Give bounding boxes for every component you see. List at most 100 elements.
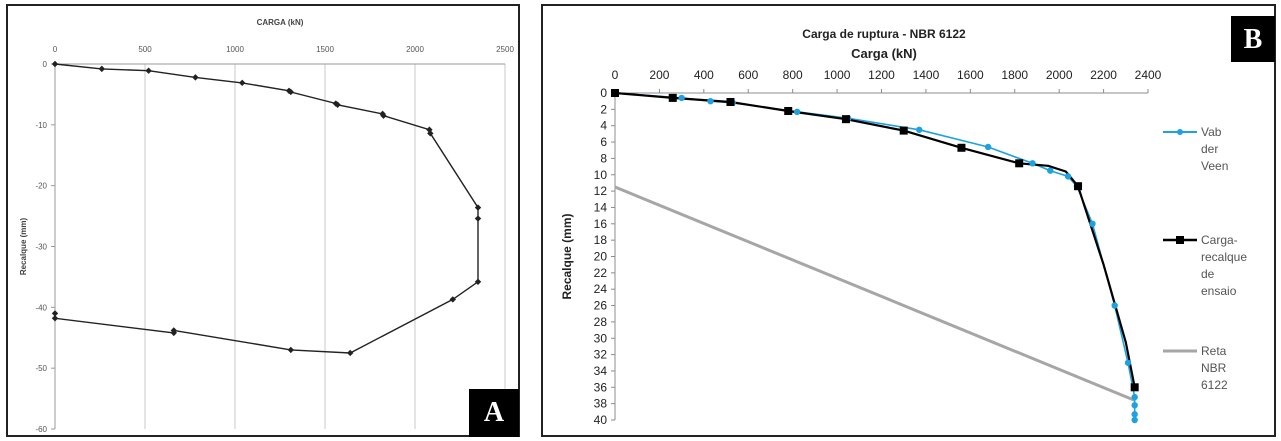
data-point (51, 310, 59, 317)
y-tick-label: 8 (600, 151, 607, 165)
y-axis-title: Recalque (mm) (19, 217, 28, 275)
chart-b-svg: Carga de ruptura - NBR 6122 Carga (kN) Rec… (560, 27, 1162, 427)
data-point (1131, 411, 1138, 418)
series-line (614, 185, 1136, 402)
data-point (1089, 220, 1096, 227)
data-point (1131, 402, 1138, 409)
data-point (192, 74, 199, 81)
y-tick-label: 30 (594, 331, 608, 345)
data-point (380, 112, 387, 119)
data-point (98, 65, 105, 73)
x-tick-label: 2400 (1135, 68, 1162, 82)
data-point (334, 101, 341, 108)
y-tick-label: -10 (35, 121, 47, 130)
y-tick-label: 24 (594, 282, 608, 296)
data-point (1015, 159, 1024, 168)
data-point (899, 126, 908, 135)
x-tick-label: 1400 (913, 68, 940, 82)
data-point (611, 89, 619, 97)
data-point (427, 130, 434, 137)
legend-swatch-reta-nbr (1163, 349, 1197, 353)
data-point (726, 97, 735, 106)
y-tick-label: 10 (594, 168, 608, 182)
data-point (1111, 302, 1118, 309)
y-tick-label: 38 (594, 397, 608, 411)
x-tick-label: 500 (138, 45, 152, 54)
y-tick-label: 0 (43, 60, 48, 69)
data-point (841, 115, 850, 124)
y-tick-label: -50 (35, 364, 47, 373)
data-point (957, 143, 966, 152)
series-line (614, 92, 1136, 420)
data-point (1074, 182, 1083, 191)
x-tick-label: 1200 (868, 68, 895, 82)
y-tick-label: 0 (600, 86, 607, 100)
data-point (287, 346, 294, 354)
y-tick-label: 20 (594, 250, 608, 264)
data-point (449, 296, 456, 303)
legend-line: Reta NBR (1201, 344, 1227, 375)
data-point (1131, 393, 1138, 401)
data-point (1064, 173, 1072, 180)
data-point (793, 108, 801, 116)
y-tick-label: 28 (594, 315, 608, 329)
x-tick-label: 1500 (316, 45, 334, 54)
legend-label-reta-nbr: Reta NBR 6122 (1201, 343, 1228, 394)
y-tick-label: 12 (594, 184, 608, 198)
legend-label-vab-der-veen: Vab der Veen (1201, 125, 1229, 173)
data-point (51, 315, 59, 322)
data-point (287, 88, 294, 96)
data-point (474, 215, 482, 222)
legend-line: Carga- (1201, 233, 1238, 247)
data-point (145, 67, 152, 74)
y-tick-label: -60 (35, 425, 47, 434)
x-axis-title: Carga (kN) (851, 46, 917, 61)
y-tick-label: 40 (594, 413, 608, 427)
x-tick-label: 200 (649, 68, 669, 82)
y-axis-title: Recalque (mm) (560, 213, 574, 299)
y-tick-label: 16 (594, 217, 608, 231)
data-point (170, 329, 177, 337)
chart-panel-a: CARGA (kN) Recalque (mm) 0 500 1000 1500 2000 2… (6, 4, 520, 437)
y-tick-label: 36 (594, 380, 608, 394)
x-tick-label: 800 (783, 68, 803, 82)
x-tick-label: 1000 (226, 45, 244, 54)
y-tick-label: 18 (594, 233, 608, 247)
legend-swatch-vab-der-veen (1163, 129, 1197, 135)
x-tick-label: 2000 (1046, 68, 1073, 82)
legend-line: 6122 (1201, 378, 1228, 392)
panel-badge-b: B (1231, 16, 1275, 62)
data-point (347, 349, 354, 357)
x-tick-label: 1800 (1001, 68, 1028, 82)
data-point (916, 126, 923, 133)
data-point (239, 79, 246, 87)
legend-line: ensaio (1201, 284, 1237, 298)
y-tick-label: 26 (594, 299, 608, 313)
data-point (707, 97, 714, 105)
data-point (784, 106, 793, 115)
y-tick-label: -30 (35, 243, 47, 252)
data-point (1130, 383, 1139, 392)
x-axis-title: CARGA (kN) (257, 18, 304, 27)
data-point (51, 60, 59, 68)
y-tick-label: -20 (35, 182, 47, 191)
panel-badge-a: A (469, 389, 519, 437)
y-tick-label: 22 (594, 266, 608, 280)
x-tick-label: 1000 (824, 68, 851, 82)
y-tick-label: -40 (35, 303, 47, 312)
data-point (678, 94, 685, 102)
data-point (474, 204, 482, 211)
y-tick-label: 34 (594, 364, 608, 378)
x-tick-label: 2200 (1090, 68, 1117, 82)
x-tick-label: 1600 (957, 68, 984, 82)
legend-line: recalque de (1201, 250, 1248, 281)
x-tick-label: 0 (612, 68, 619, 82)
data-point (1131, 416, 1138, 424)
data-point (668, 93, 677, 102)
data-point (1029, 160, 1036, 167)
data-point (1047, 167, 1054, 174)
y-tick-label: 4 (600, 119, 607, 133)
legend-label-carga-recalque: Carga- recalque de ensaio (1201, 232, 1247, 300)
x-tick-label: 2500 (496, 45, 514, 54)
x-tick-label: 2000 (406, 45, 424, 54)
